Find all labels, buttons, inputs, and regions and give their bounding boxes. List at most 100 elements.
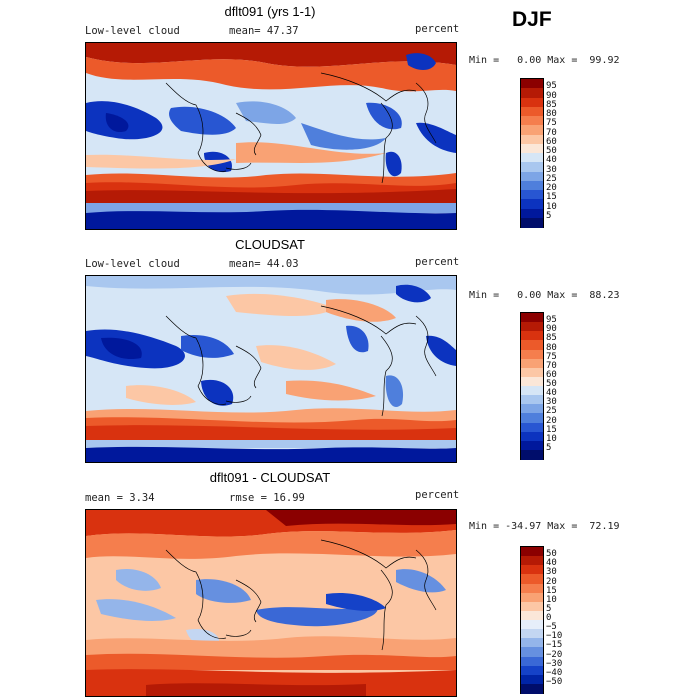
- colorbar-tick-label: 20: [546, 183, 557, 193]
- colorbar-tick-label: 0: [546, 613, 552, 623]
- colorbar-swatch: [521, 88, 543, 98]
- panel-2-title: CLOUDSAT: [235, 237, 305, 252]
- colorbar-tick-label: 70: [546, 360, 557, 371]
- colorbar-tick-label: 10: [546, 433, 557, 444]
- panel-2-variable-label: Low-level cloud: [85, 258, 180, 270]
- panel-1-min-max: Min = 0.00 Max = 99.92: [469, 55, 620, 66]
- colorbar-swatch: [521, 180, 543, 191]
- colorbar-swatch: [521, 629, 543, 639]
- panel-1-title: dflt091 (yrs 1-1): [224, 4, 316, 19]
- colorbar-tick-label: 85: [546, 99, 557, 110]
- colorbar-swatch: [521, 190, 543, 200]
- panel-1-units-label: percent: [415, 23, 460, 35]
- panel-3-mean-label: mean = 3.34: [85, 492, 155, 504]
- colorbar-tick-label: 30: [546, 567, 557, 578]
- panel-2-colorbar: [520, 312, 544, 460]
- panel-1-variable-label: Low-level cloud: [85, 25, 180, 37]
- colorbar-swatch: [521, 208, 543, 219]
- colorbar-tick-label: −5: [546, 622, 557, 633]
- colorbar-swatch: [521, 556, 543, 566]
- colorbar-swatch: [521, 125, 543, 135]
- colorbar-tick-label: 10: [546, 594, 557, 605]
- colorbar-tick-label: 60: [546, 136, 557, 147]
- colorbar-swatch: [521, 422, 543, 433]
- colorbar-swatch: [521, 404, 543, 414]
- colorbar-tick-label: 50: [546, 549, 557, 560]
- colorbar-swatch: [521, 340, 543, 350]
- panel-2-units-label: percent: [415, 256, 460, 268]
- panel-2-map-graphic: [86, 276, 456, 462]
- panel-2-min-max: Min = 0.00 Max = 88.23: [469, 290, 620, 301]
- colorbar-tick-label: 75: [546, 351, 557, 362]
- colorbar-swatch: [521, 620, 543, 630]
- colorbar-swatch: [521, 592, 543, 603]
- colorbar-swatch: [521, 322, 543, 332]
- colorbar-swatch: [521, 674, 543, 685]
- colorbar-swatch: [521, 449, 543, 460]
- colorbar-tick-label: 25: [546, 173, 557, 184]
- panel-3-colorbar: [520, 546, 544, 694]
- colorbar-swatch: [521, 386, 543, 396]
- colorbar-tick-label: 85: [546, 333, 557, 344]
- colorbar-tick-label: 5: [546, 210, 552, 221]
- colorbar-tick-label: 70: [546, 127, 557, 138]
- panel-3-title: dflt091 - CLOUDSAT: [209, 470, 331, 485]
- colorbar-tick-label: 5: [546, 603, 552, 614]
- colorbar-tick-label: 20: [546, 415, 557, 426]
- panel-2-map: [85, 275, 457, 463]
- colorbar-tick-label: 60: [546, 369, 557, 380]
- colorbar-swatch: [521, 358, 543, 369]
- colorbar-swatch: [521, 97, 543, 108]
- panel-2-mean-label: mean= 44.03: [229, 258, 299, 270]
- colorbar-tick-label: 25: [546, 406, 557, 417]
- panel-3-min-max: Min = -34.97 Max = 72.19: [469, 521, 620, 532]
- colorbar-tick-label: −15: [546, 640, 563, 651]
- colorbar-swatch: [521, 665, 543, 676]
- colorbar-swatch: [521, 647, 543, 657]
- colorbar-tick-label: 75: [546, 118, 557, 129]
- panel-3-map-graphic: [86, 510, 456, 696]
- colorbar-tick-label: 15: [546, 424, 557, 435]
- colorbar-tick-label: −30: [546, 658, 563, 669]
- colorbar-swatch: [521, 376, 543, 387]
- colorbar-swatch: [521, 431, 543, 442]
- panel-3-units-label: percent: [415, 489, 460, 501]
- colorbar-swatch: [521, 171, 543, 182]
- colorbar-swatch: [521, 610, 543, 621]
- colorbar-swatch: [521, 367, 543, 378]
- colorbar-tick-label: 95: [546, 315, 557, 326]
- colorbar-tick-label: 40: [546, 558, 557, 569]
- colorbar-tick-label: 95: [546, 81, 557, 92]
- colorbar-swatch: [521, 349, 543, 360]
- season-label: DJF: [512, 8, 552, 31]
- colorbar-swatch: [521, 199, 543, 209]
- colorbar-swatch: [521, 683, 543, 694]
- colorbar-swatch: [521, 638, 543, 648]
- colorbar-swatch: [521, 79, 543, 89]
- colorbar-swatch: [521, 583, 543, 594]
- colorbar-swatch: [521, 217, 543, 228]
- colorbar-swatch: [521, 106, 543, 117]
- colorbar-swatch: [521, 565, 543, 575]
- colorbar-tick-label: 80: [546, 109, 557, 119]
- colorbar-tick-label: 40: [546, 155, 557, 166]
- colorbar-tick-label: 5: [546, 442, 552, 453]
- colorbar-tick-label: −40: [546, 667, 563, 678]
- colorbar-tick-label: 15: [546, 192, 557, 203]
- colorbar-swatch: [521, 143, 543, 154]
- colorbar-swatch: [521, 656, 543, 667]
- colorbar-swatch: [521, 574, 543, 584]
- colorbar-swatch: [521, 331, 543, 341]
- panel-3-rmse-label: rmse = 16.99: [229, 492, 305, 504]
- colorbar-tick-label: 15: [546, 585, 557, 596]
- panel-1-mean-label: mean= 47.37: [229, 25, 299, 37]
- panel-1-map: [85, 42, 457, 230]
- colorbar-tick-label: 90: [546, 324, 557, 335]
- colorbar-tick-label: −10: [546, 631, 563, 642]
- colorbar-swatch: [521, 601, 543, 612]
- colorbar-tick-label: 10: [546, 201, 557, 212]
- colorbar-tick-label: 90: [546, 90, 557, 101]
- colorbar-tick-label: 40: [546, 388, 557, 399]
- colorbar-swatch: [521, 313, 543, 323]
- colorbar-tick-label: −20: [546, 649, 563, 660]
